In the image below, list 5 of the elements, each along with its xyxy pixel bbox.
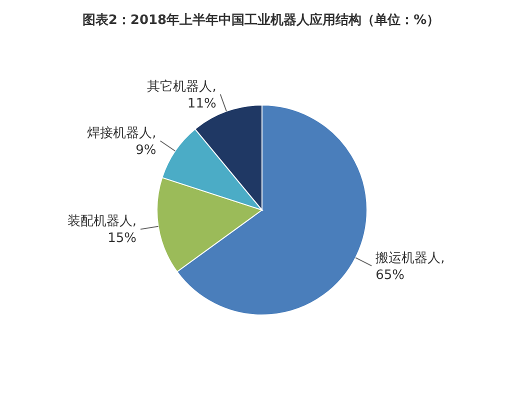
slice-label: 焊接机器人, 9% [87,126,156,158]
slice-label: 搬运机器人, 65% [376,250,445,283]
slice-label: 其它机器人, 11% [147,78,216,112]
chart-title: 图表2：2018年上半年中国工业机器人应用结构（单位：%） [82,12,440,28]
slice-label: 装配机器人, 15% [67,214,137,246]
